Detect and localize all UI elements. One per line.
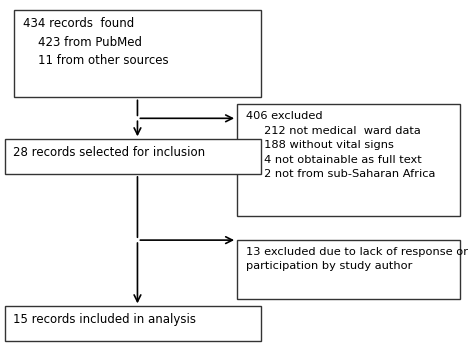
Text: 28 records selected for inclusion: 28 records selected for inclusion: [13, 146, 205, 159]
FancyBboxPatch shape: [5, 139, 261, 174]
Text: 434 records  found
    423 from PubMed
    11 from other sources: 434 records found 423 from PubMed 11 fro…: [23, 17, 168, 68]
FancyBboxPatch shape: [5, 306, 261, 341]
FancyBboxPatch shape: [237, 104, 460, 216]
Text: 406 excluded
     212 not medical  ward data
     188 without vital signs
     4: 406 excluded 212 not medical ward data 1…: [246, 111, 435, 179]
FancyBboxPatch shape: [237, 240, 460, 299]
Text: 15 records included in analysis: 15 records included in analysis: [13, 313, 196, 326]
Text: 13 excluded due to lack of response or
participation by study author: 13 excluded due to lack of response or p…: [246, 247, 467, 271]
FancyBboxPatch shape: [14, 10, 261, 97]
